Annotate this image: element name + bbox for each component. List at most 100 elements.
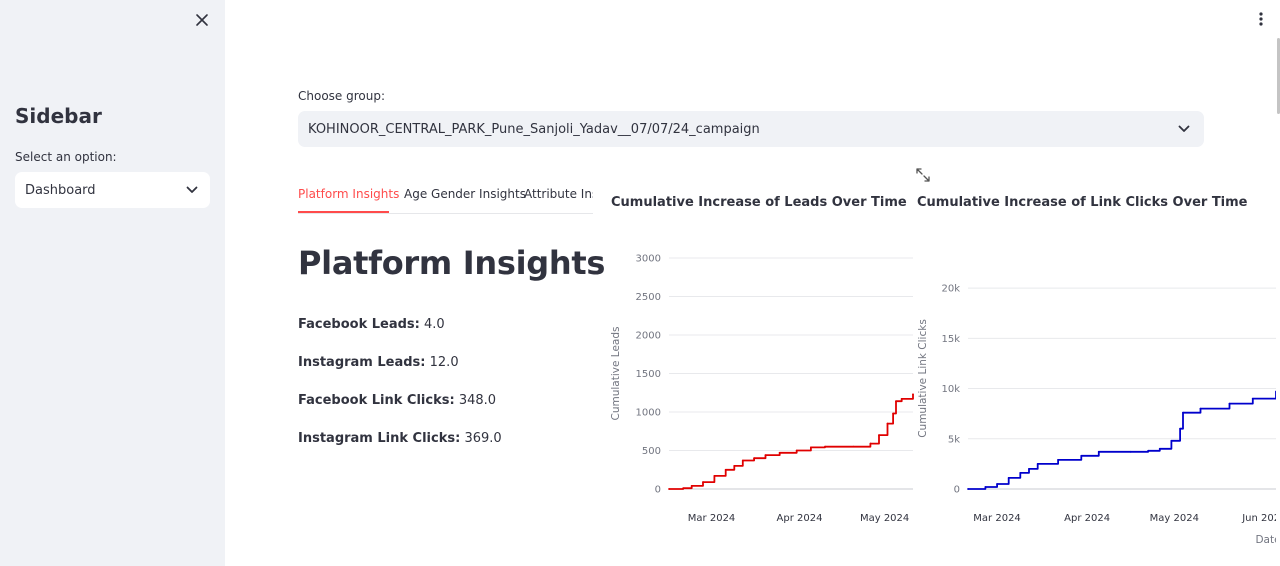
clicks-data-point[interactable] — [1028, 468, 1030, 470]
sidebar: Sidebar Select an option: Dashboard — [0, 0, 225, 566]
x-tick-label: Apr 2024 — [777, 513, 823, 524]
leads-data-point[interactable] — [795, 449, 798, 452]
leads-data-point[interactable] — [778, 451, 781, 454]
leads-data-point[interactable] — [878, 434, 880, 436]
metric-value: 369.0 — [464, 431, 502, 446]
x-tick-label: May 2024 — [860, 513, 909, 524]
x-axis-label: Date — [1255, 534, 1276, 546]
leads-data-point[interactable] — [702, 481, 704, 483]
y-tick-label: 1500 — [636, 369, 661, 380]
main-menu-icon[interactable] — [1253, 10, 1269, 28]
tab-age-gender-insights[interactable]: Age Gender Insights — [404, 187, 526, 201]
leads-data-point[interactable] — [809, 446, 812, 449]
clicks-data-point[interactable] — [996, 483, 998, 485]
metric-value: 12.0 — [429, 355, 459, 370]
leads-data-point[interactable] — [753, 457, 756, 460]
chevron-down-icon — [1178, 125, 1190, 132]
leads-data-point[interactable] — [824, 445, 826, 448]
leads-chart: 0 500 1000 1500 2000 2500 3000 Mar 2024 Apr 2024… — [610, 254, 914, 524]
y-axis-label: Cumulative Link Clicks — [917, 319, 929, 438]
page-heading: Platform Insights — [298, 244, 606, 282]
clicks-data-point[interactable] — [1275, 390, 1276, 393]
metric-label: Facebook Leads: — [298, 317, 420, 332]
scrollbar[interactable] — [1276, 0, 1280, 566]
metric-value: 348.0 — [458, 393, 497, 408]
leads-data-point[interactable] — [741, 459, 744, 462]
clicks-data-point[interactable] — [1097, 450, 1100, 453]
y-tick-label: 0 — [954, 485, 960, 496]
sidebar-select-value: Dashboard — [25, 182, 96, 198]
y-tick-label: 3000 — [636, 254, 661, 265]
clicks-data-point[interactable] — [1182, 411, 1184, 414]
leads-data-point[interactable] — [886, 422, 889, 425]
leads-data-point[interactable] — [852, 445, 855, 448]
y-tick-label: 2000 — [636, 331, 661, 342]
y-tick-label: 15k — [941, 334, 960, 345]
clicks-data-point[interactable] — [1199, 407, 1202, 410]
clicks-series-line[interactable] — [968, 391, 1276, 490]
metric-label: Instagram Leads: — [298, 355, 426, 370]
fullscreen-expand-icon[interactable] — [915, 167, 931, 183]
clicks-data-point[interactable] — [1019, 472, 1022, 474]
leads-data-point[interactable] — [668, 488, 670, 490]
scrollbar-thumb[interactable] — [1277, 38, 1280, 114]
metric-value: 4.0 — [424, 317, 445, 332]
tab-attribute-insights[interactable]: Attribute Insights — [524, 187, 593, 201]
metric-label: Instagram Link Clicks: — [298, 431, 461, 446]
y-tick-label: 20k — [941, 284, 960, 295]
x-tick-label: May 2024 — [1150, 513, 1199, 524]
group-select-label: Choose group: — [298, 89, 386, 103]
tab-platform-insights[interactable]: Platform Insights — [298, 187, 400, 201]
clicks-data-point[interactable] — [1158, 447, 1161, 450]
leads-data-point[interactable] — [713, 475, 716, 477]
leads-data-point[interactable] — [892, 412, 895, 415]
sidebar-option-select[interactable]: Dashboard — [15, 172, 210, 208]
y-axis-label: Cumulative Leads — [610, 327, 622, 421]
leads-data-point[interactable] — [895, 400, 897, 403]
sidebar-title: Sidebar — [15, 104, 102, 128]
sidebar-select-label: Select an option: — [15, 150, 117, 164]
y-tick-label: 5k — [948, 434, 960, 445]
leads-series-line[interactable] — [669, 394, 914, 490]
y-tick-label: 10k — [941, 384, 960, 395]
tab-bar: Platform Insights Age Gender Insights At… — [298, 178, 593, 214]
clicks-data-point[interactable] — [984, 486, 987, 488]
clicks-data-point[interactable] — [1251, 397, 1254, 400]
clicks-data-point[interactable] — [967, 488, 969, 490]
leads-data-point[interactable] — [724, 468, 727, 471]
group-select-value: KOHINOOR_CENTRAL_PARK_Pune_Sanjoli_Yadav… — [308, 121, 760, 137]
active-tab-indicator — [298, 211, 389, 213]
metric-label: Facebook Link Clicks: — [298, 393, 455, 408]
clicks-data-point[interactable] — [1179, 427, 1182, 430]
x-tick-label: Mar 2024 — [973, 513, 1021, 524]
clicks-data-point[interactable] — [1036, 462, 1039, 465]
leads-data-point[interactable] — [682, 487, 685, 490]
clicks-data-point[interactable] — [1129, 450, 1132, 453]
clicks-data-point[interactable] — [1057, 458, 1059, 461]
metric-facebook-leads: Facebook Leads: 4.0 — [298, 317, 445, 332]
clicks-chart-title: Cumulative Increase of Link Clicks Over … — [917, 195, 1248, 210]
clicks-data-point[interactable] — [1007, 477, 1010, 479]
leads-data-point[interactable] — [690, 485, 693, 487]
y-tick-label: 1000 — [636, 408, 661, 419]
chevron-down-icon — [186, 186, 198, 193]
clicks-chart: 0 5k 10k 15k 20k Mar 2024 Apr 2024 May 2024 Jun … — [917, 284, 1276, 546]
y-tick-label: 500 — [642, 446, 661, 457]
clicks-data-point[interactable] — [1080, 454, 1083, 457]
metric-instagram-leads: Instagram Leads: 12.0 — [298, 355, 459, 370]
leads-data-point[interactable] — [764, 454, 767, 457]
x-tick-label: Apr 2024 — [1064, 513, 1110, 524]
metric-facebook-link-clicks: Facebook Link Clicks: 348.0 — [298, 393, 496, 408]
leads-data-point[interactable] — [733, 465, 736, 467]
leads-data-point[interactable] — [900, 398, 903, 400]
leads-chart-title: Cumulative Increase of Leads Over Time — [611, 195, 907, 210]
y-tick-label: 2500 — [636, 292, 661, 303]
leads-data-point[interactable] — [912, 393, 914, 396]
clicks-data-point[interactable] — [1228, 402, 1231, 405]
leads-data-point[interactable] — [869, 442, 872, 445]
y-tick-label: 0 — [655, 485, 661, 496]
close-icon[interactable] — [193, 11, 211, 29]
clicks-data-point[interactable] — [1147, 449, 1150, 452]
group-select[interactable]: KOHINOOR_CENTRAL_PARK_Pune_Sanjoli_Yadav… — [298, 111, 1204, 147]
clicks-data-point[interactable] — [1170, 439, 1173, 442]
